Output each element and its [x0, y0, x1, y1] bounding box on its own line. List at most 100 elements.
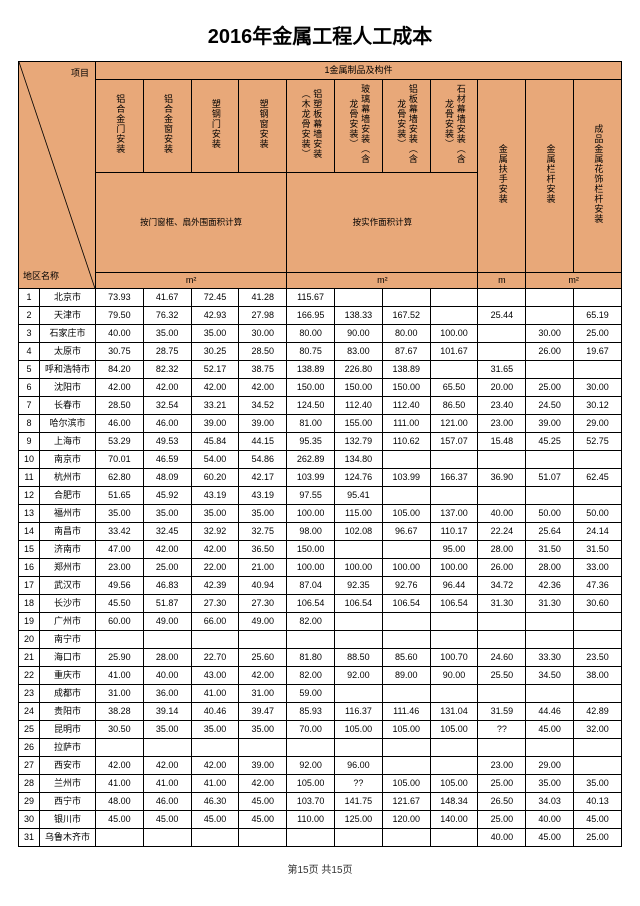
row-index: 12	[19, 487, 40, 505]
data-cell: 59.00	[287, 685, 335, 703]
data-cell: 30.00	[239, 325, 287, 343]
table-row: 8哈尔滨市46.0046.0039.0039.0081.00155.00111.…	[19, 415, 622, 433]
data-cell: 42.89	[574, 703, 622, 721]
city-name: 重庆市	[39, 667, 95, 685]
data-cell	[526, 613, 574, 631]
table-row: 21海口市25.9028.0022.7025.6081.8088.5085.60…	[19, 649, 622, 667]
cost-table: 项目 地区名称 1金属制品及构件 铝合金门安装 铝合金窗安装 塑钢门安装 塑钢窗…	[18, 61, 622, 847]
row-index: 9	[19, 433, 40, 451]
data-cell: 116.37	[335, 703, 383, 721]
data-cell: 124.50	[287, 397, 335, 415]
data-cell	[382, 685, 430, 703]
data-cell: 90.00	[335, 325, 383, 343]
data-cell: 35.00	[191, 505, 239, 523]
page-container: 2016年金属工程人工成本 项目 地区名称 1金属制品及构件 铝合金门安装 铝合…	[0, 0, 640, 886]
diag-label-bottom: 地区名称	[23, 271, 59, 283]
data-cell: 35.00	[239, 505, 287, 523]
data-cell: 46.83	[143, 577, 191, 595]
col-header: 塑钢窗安装	[239, 80, 287, 173]
data-cell: 89.00	[382, 667, 430, 685]
data-cell: 32.00	[574, 721, 622, 739]
data-cell: 121.67	[382, 793, 430, 811]
data-cell: 45.00	[239, 793, 287, 811]
row-index: 4	[19, 343, 40, 361]
data-cell: 36.90	[478, 469, 526, 487]
data-cell: 124.76	[335, 469, 383, 487]
data-cell: 166.37	[430, 469, 478, 487]
data-cell: 40.00	[526, 811, 574, 829]
data-cell	[335, 541, 383, 559]
data-cell	[143, 739, 191, 757]
data-cell: ??	[478, 721, 526, 739]
city-name: 合肥市	[39, 487, 95, 505]
data-cell: 31.50	[574, 541, 622, 559]
data-cell: 40.94	[239, 577, 287, 595]
section-header: 1金属制品及构件	[95, 62, 621, 80]
data-cell: 43.19	[239, 487, 287, 505]
data-cell	[239, 829, 287, 847]
table-row: 31乌鲁木齐市40.0045.0025.00	[19, 829, 622, 847]
row-index: 2	[19, 307, 40, 325]
row-index: 24	[19, 703, 40, 721]
data-cell: 85.60	[382, 649, 430, 667]
data-cell	[335, 289, 383, 307]
data-cell: 157.07	[430, 433, 478, 451]
data-cell: 25.00	[574, 829, 622, 847]
data-cell: 39.00	[191, 415, 239, 433]
data-cell	[191, 829, 239, 847]
data-cell	[382, 739, 430, 757]
data-cell	[478, 451, 526, 469]
row-index: 14	[19, 523, 40, 541]
data-cell: 30.60	[574, 595, 622, 613]
data-cell: 31.59	[478, 703, 526, 721]
diag-label-top: 项目	[71, 68, 89, 80]
row-index: 10	[19, 451, 40, 469]
data-cell: 131.04	[430, 703, 478, 721]
data-cell: 48.00	[95, 793, 143, 811]
data-cell: 46.00	[143, 793, 191, 811]
data-cell: 15.48	[478, 433, 526, 451]
unit-header: m²	[526, 272, 622, 289]
city-name: 沈阳市	[39, 379, 95, 397]
data-cell: 35.00	[526, 775, 574, 793]
data-cell: 138.89	[382, 361, 430, 379]
data-cell	[478, 613, 526, 631]
col-header: 玻璃幕墙安装（含龙骨安装）	[335, 80, 383, 173]
row-index: 11	[19, 469, 40, 487]
data-cell: 28.00	[526, 559, 574, 577]
data-cell: 100.70	[430, 649, 478, 667]
data-cell	[478, 487, 526, 505]
data-cell: 95.41	[335, 487, 383, 505]
data-cell	[239, 631, 287, 649]
data-cell: 38.75	[239, 361, 287, 379]
data-cell: 23.40	[478, 397, 526, 415]
data-cell: 39.00	[239, 757, 287, 775]
table-header: 项目 地区名称 1金属制品及构件 铝合金门安装 铝合金窗安装 塑钢门安装 塑钢窗…	[19, 62, 622, 289]
data-cell: 36.00	[143, 685, 191, 703]
data-cell: 60.00	[95, 613, 143, 631]
data-cell: 28.50	[95, 397, 143, 415]
data-cell: 23.00	[478, 415, 526, 433]
data-cell: 112.40	[335, 397, 383, 415]
data-cell: 105.00	[430, 775, 478, 793]
data-cell: 42.93	[191, 307, 239, 325]
data-cell: 40.00	[478, 505, 526, 523]
data-cell: 111.46	[382, 703, 430, 721]
data-cell: 20.00	[478, 379, 526, 397]
city-name: 北京市	[39, 289, 95, 307]
col-header: 金属扶手安装	[478, 80, 526, 273]
data-cell: 54.00	[191, 451, 239, 469]
table-row: 5呼和浩特市84.2082.3252.1738.75138.89226.8013…	[19, 361, 622, 379]
data-cell	[526, 361, 574, 379]
data-cell: 31.65	[478, 361, 526, 379]
data-cell	[574, 613, 622, 631]
data-cell: 34.72	[478, 577, 526, 595]
data-cell: 24.14	[574, 523, 622, 541]
data-cell: 47.36	[574, 577, 622, 595]
data-cell: 46.30	[191, 793, 239, 811]
data-cell	[526, 631, 574, 649]
data-cell	[526, 739, 574, 757]
data-cell: 32.75	[239, 523, 287, 541]
row-index: 15	[19, 541, 40, 559]
city-name: 南京市	[39, 451, 95, 469]
